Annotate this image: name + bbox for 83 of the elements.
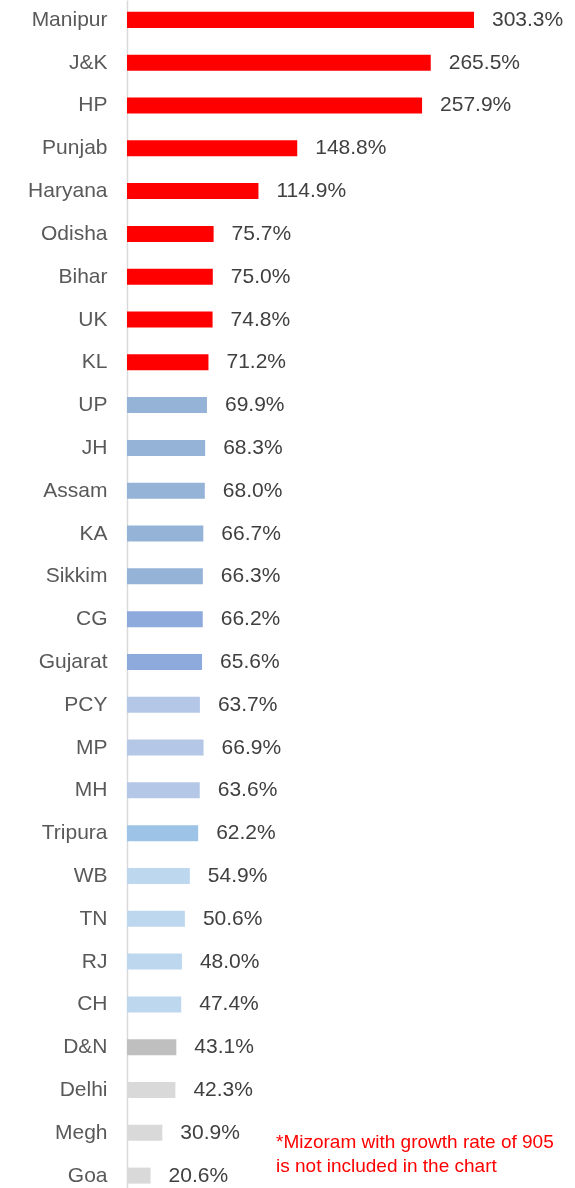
y-tick-label: Delhi <box>59 1076 108 1100</box>
data-label: 114.9% <box>276 178 347 202</box>
bar <box>127 225 214 242</box>
y-tick-label: Gujarat <box>38 648 108 672</box>
data-label: 257.9% <box>440 92 512 116</box>
data-label: 65.6% <box>220 648 280 672</box>
data-label: 74.8% <box>230 306 291 330</box>
y-tick-label: CH <box>77 991 108 1015</box>
y-tick-label: PCY <box>64 691 108 715</box>
bar <box>127 140 298 157</box>
bar <box>127 568 203 585</box>
bar <box>127 611 203 628</box>
data-label: 69.9% <box>224 392 285 416</box>
y-tick-label: WB <box>73 862 108 886</box>
data-label: 30.9% <box>180 1119 240 1143</box>
data-label: 71.2% <box>226 349 287 373</box>
y-tick-label: Haryana <box>28 178 108 202</box>
y-tick-label: Sikkim <box>45 563 108 587</box>
data-label: 48.0% <box>199 948 260 972</box>
data-label: 50.6% <box>202 905 263 929</box>
bar <box>127 397 207 414</box>
data-label: 66.7% <box>221 520 281 544</box>
y-tick-label: MH <box>74 777 108 801</box>
bar <box>127 996 182 1013</box>
bar <box>127 867 190 884</box>
bar <box>127 268 213 285</box>
bar <box>127 311 213 328</box>
y-tick-label: UP <box>78 392 108 416</box>
y-tick-label: J&K <box>68 49 108 73</box>
y-tick-label: JH <box>81 434 108 458</box>
bar <box>127 525 204 542</box>
y-tick-label: Odisha <box>40 220 108 244</box>
bar <box>127 11 474 28</box>
data-label: 43.1% <box>194 1034 254 1058</box>
y-tick-label: UK <box>78 306 108 330</box>
bar <box>127 439 206 456</box>
data-label: 47.4% <box>199 991 259 1015</box>
data-label: 66.9% <box>221 734 282 758</box>
annotation: is not included in the chart <box>276 1155 498 1176</box>
y-tick-label: KA <box>79 520 108 544</box>
data-label: 42.3% <box>193 1076 253 1100</box>
data-label: 148.8% <box>315 135 387 159</box>
data-label: 62.2% <box>216 820 276 844</box>
bar <box>127 825 199 842</box>
annotation: *Mizoram with growth rate of 905 <box>276 1131 554 1152</box>
bar <box>127 910 185 927</box>
data-label: 63.7% <box>217 691 278 715</box>
y-tick-label: KL <box>81 349 108 373</box>
y-tick-label: Assam <box>43 477 108 501</box>
y-tick-label: Megh <box>54 1119 108 1143</box>
y-tick-label: RJ <box>81 948 108 972</box>
bar <box>127 97 423 114</box>
bar <box>127 1039 177 1056</box>
bar <box>127 782 200 799</box>
data-label: 66.3% <box>220 563 281 587</box>
data-label: 20.6% <box>168 1162 229 1186</box>
data-label: 303.3% <box>492 6 564 30</box>
y-tick-label: Tripura <box>41 820 108 844</box>
y-tick-label: CG <box>76 606 108 630</box>
data-label: 265.5% <box>448 49 520 73</box>
y-tick-label: HP <box>78 92 108 116</box>
bar <box>127 183 259 200</box>
data-label: 68.0% <box>222 477 283 501</box>
y-tick-label: Manipur <box>31 6 108 30</box>
bar <box>127 953 182 970</box>
data-label: 75.7% <box>231 220 292 244</box>
bar <box>127 696 200 713</box>
data-label: 75.0% <box>230 263 291 287</box>
bar <box>127 739 204 756</box>
y-tick-label: Bihar <box>58 263 108 287</box>
data-label: 63.6% <box>217 777 278 801</box>
bar <box>127 653 203 670</box>
bar <box>127 482 205 499</box>
y-tick-label: TN <box>79 905 108 929</box>
data-label: 66.2% <box>220 606 281 630</box>
y-tick-label: Goa <box>67 1162 108 1186</box>
bar <box>127 354 209 371</box>
y-tick-label: Punjab <box>42 135 108 159</box>
y-tick-label: MP <box>76 734 108 758</box>
y-tick-label: D&N <box>63 1034 108 1058</box>
data-label: 54.9% <box>207 862 268 886</box>
bar <box>127 54 431 71</box>
data-label: 68.3% <box>223 434 283 458</box>
